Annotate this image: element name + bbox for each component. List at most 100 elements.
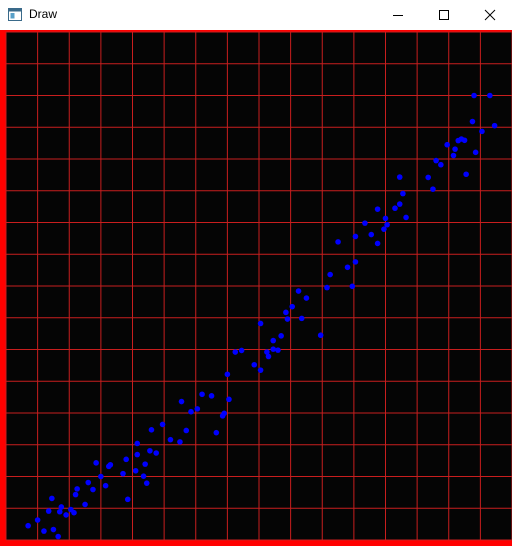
data-point: [374, 206, 381, 212]
data-point: [257, 320, 264, 327]
data-point: [284, 316, 291, 322]
data-point: [384, 221, 390, 228]
data-point: [238, 347, 245, 354]
data-point: [34, 517, 41, 523]
data-point: [213, 429, 220, 436]
data-point: [120, 470, 126, 477]
data-point: [41, 528, 47, 534]
data-point: [317, 332, 324, 339]
data-point: [382, 215, 389, 222]
data-point: [425, 174, 431, 181]
data-point: [224, 371, 231, 378]
data-point: [352, 233, 359, 240]
data-point: [463, 171, 469, 178]
data-point: [289, 303, 296, 310]
minimize-button[interactable]: [375, 0, 421, 30]
data-point: [444, 141, 450, 148]
data-point: [142, 461, 148, 467]
close-button[interactable]: [467, 0, 512, 30]
data-point: [469, 118, 476, 125]
data-point: [143, 480, 150, 486]
data-point: [58, 504, 65, 510]
data-point: [55, 533, 61, 540]
data-point: [183, 427, 190, 434]
data-point: [275, 347, 281, 353]
close-icon: [484, 9, 496, 21]
data-point: [124, 496, 131, 503]
data-point: [45, 508, 52, 514]
data-point: [349, 283, 356, 290]
data-point: [270, 346, 277, 352]
drawing-canvas[interactable]: [0, 30, 512, 546]
title-bar[interactable]: Draw: [0, 0, 512, 30]
maximize-button[interactable]: [421, 0, 467, 30]
data-point: [49, 495, 55, 502]
data-point: [257, 367, 264, 373]
data-point: [132, 467, 139, 474]
data-point: [381, 226, 387, 232]
minimize-icon: [393, 15, 403, 16]
data-point: [50, 526, 57, 533]
data-point: [93, 460, 99, 466]
data-point: [283, 309, 289, 316]
data-point: [278, 333, 284, 339]
data-point: [208, 393, 215, 399]
window-title: Draw: [29, 7, 58, 21]
data-point: [452, 146, 458, 152]
data-point: [368, 231, 375, 238]
data-point: [167, 436, 174, 443]
data-point: [82, 501, 88, 508]
maximize-icon: [439, 10, 449, 20]
data-point: [25, 522, 31, 529]
data-point: [265, 353, 272, 360]
data-point: [264, 349, 270, 355]
data-point: [270, 337, 277, 344]
data-point: [177, 439, 183, 445]
data-point: [71, 509, 77, 516]
data-point: [471, 92, 477, 99]
data-point: [396, 201, 403, 207]
data-point: [153, 450, 160, 456]
data-point: [479, 128, 485, 135]
data-point: [134, 440, 141, 447]
data-point: [148, 427, 155, 433]
data-point: [90, 486, 96, 493]
data-point: [134, 451, 141, 458]
data-point: [295, 288, 302, 294]
data-point: [178, 398, 185, 405]
data-point: [63, 512, 69, 518]
data-point: [147, 447, 153, 454]
data-point: [324, 284, 330, 291]
data-point: [74, 486, 80, 492]
data-point: [56, 508, 63, 515]
data-point: [472, 149, 479, 156]
data-point: [251, 361, 258, 368]
data-point: [400, 190, 406, 197]
data-point: [374, 240, 381, 247]
data-point: [403, 214, 409, 221]
data-point: [327, 271, 333, 278]
data-point: [344, 264, 351, 271]
data-point: [226, 396, 232, 403]
data-point: [396, 174, 403, 180]
data-point: [232, 349, 239, 355]
data-point: [352, 259, 359, 265]
data-point: [199, 391, 205, 398]
data-point: [140, 473, 147, 479]
data-point: [433, 157, 439, 164]
data-point: [491, 122, 498, 129]
data-point: [450, 152, 457, 159]
app-window-icon: [8, 8, 22, 21]
data-point: [438, 161, 444, 168]
data-point: [335, 239, 341, 245]
data-point: [188, 408, 194, 415]
data-point: [461, 137, 468, 144]
data-point: [102, 482, 109, 489]
data-point: [298, 315, 305, 322]
data-point: [72, 491, 79, 498]
data-point: [487, 92, 493, 99]
data-point: [362, 220, 368, 226]
data-point: [221, 410, 228, 417]
data-point: [303, 295, 310, 301]
